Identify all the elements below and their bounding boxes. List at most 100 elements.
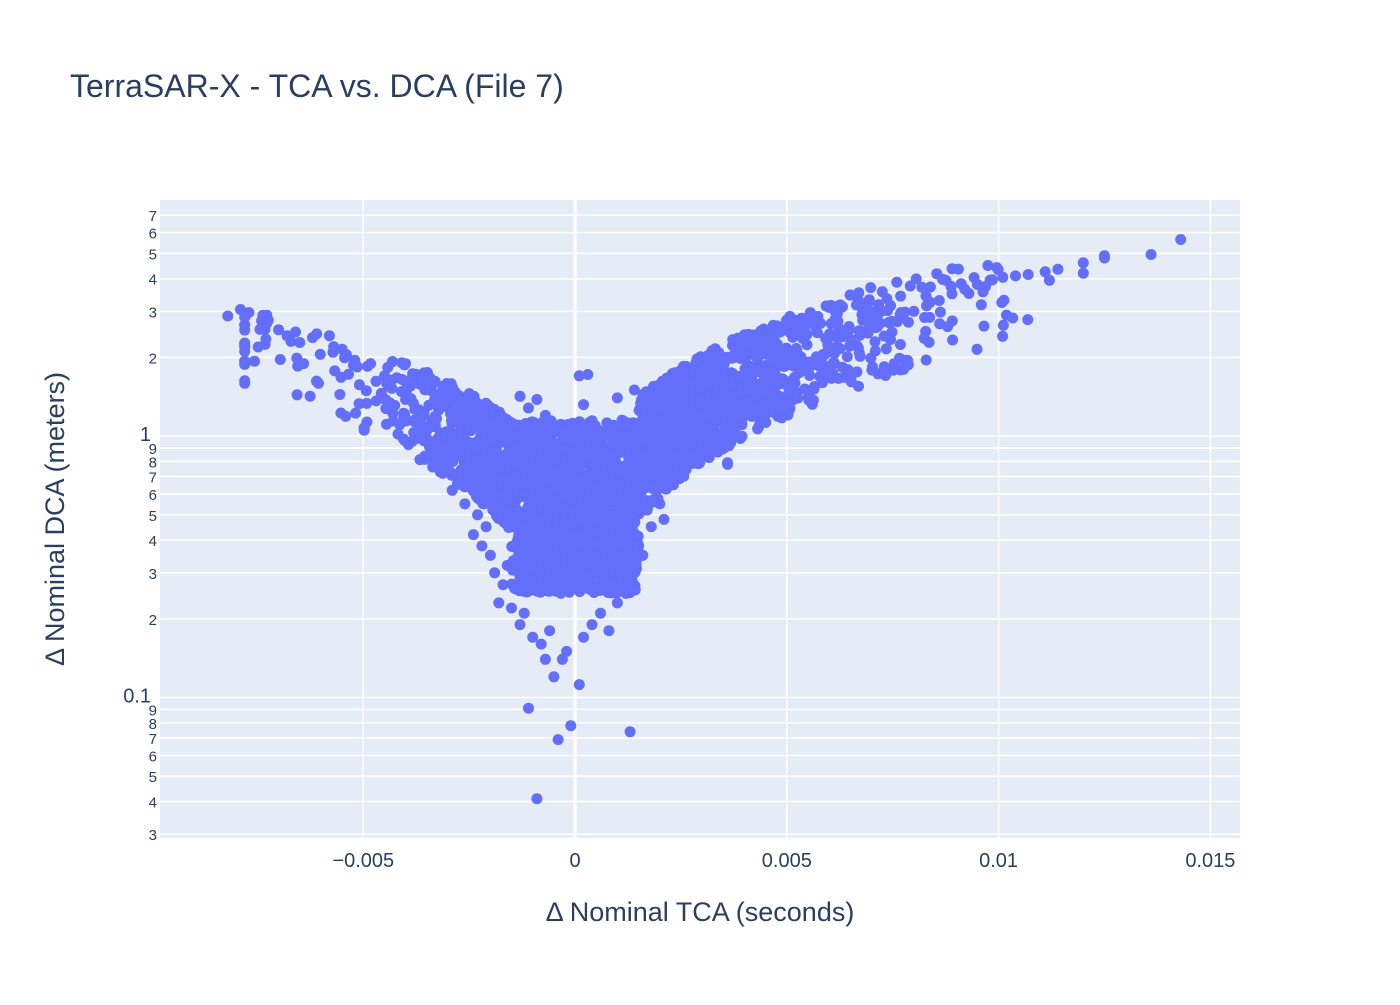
data-point [493, 597, 505, 609]
data-point [1007, 312, 1019, 324]
data-point [975, 299, 987, 311]
data-point [634, 459, 646, 471]
data-point [825, 363, 837, 375]
data-point [623, 586, 634, 598]
data-point [603, 625, 615, 637]
data-point [902, 316, 914, 328]
data-point [398, 433, 409, 445]
data-point [600, 426, 612, 437]
data-point [479, 419, 491, 431]
data-point [552, 734, 564, 746]
data-point [622, 529, 634, 541]
data-point [500, 516, 512, 528]
data-point [507, 540, 519, 552]
data-point [343, 368, 354, 380]
data-point [529, 501, 541, 513]
data-point [844, 289, 856, 301]
y-minor-tick-label: 7 [149, 208, 157, 225]
data-point [546, 519, 558, 531]
data-point [736, 430, 748, 442]
data-point [665, 430, 677, 442]
data-point [545, 415, 557, 427]
data-point [360, 385, 372, 397]
data-point [865, 282, 877, 294]
data-point [603, 449, 615, 461]
data-point [769, 394, 781, 406]
data-point [573, 472, 585, 484]
data-point [663, 402, 675, 414]
data-point [586, 619, 598, 631]
data-point [595, 607, 606, 619]
data-point [291, 389, 303, 401]
data-point [924, 281, 936, 293]
data-point [589, 516, 601, 528]
data-point [647, 446, 659, 458]
data-point [803, 388, 815, 400]
data-point [540, 584, 551, 596]
data-point [417, 420, 429, 432]
data-point [885, 300, 897, 312]
data-point [537, 547, 549, 559]
data-point [549, 572, 561, 584]
data-point [726, 352, 738, 364]
y-minor-tick-label: 6 [149, 226, 157, 243]
data-point [871, 321, 883, 333]
data-point [561, 645, 573, 657]
data-point [574, 576, 585, 588]
data-point [627, 491, 639, 503]
data-point [617, 421, 629, 432]
data-point [457, 430, 469, 442]
data-point [674, 437, 685, 449]
data-point [586, 487, 598, 499]
data-point [467, 485, 479, 497]
data-point [484, 405, 496, 417]
data-point [389, 400, 401, 411]
data-point [996, 297, 1008, 308]
plot-background [160, 200, 1240, 838]
data-point [531, 394, 543, 405]
data-point [668, 449, 679, 461]
data-point [697, 423, 709, 435]
data-point [675, 370, 686, 382]
data-point [541, 498, 553, 510]
data-point [380, 403, 392, 415]
data-point [1145, 249, 1157, 260]
data-point [443, 395, 455, 407]
data-point [514, 390, 526, 402]
data-point [454, 450, 466, 462]
data-point [375, 387, 387, 399]
data-point [518, 522, 530, 534]
data-point [551, 501, 563, 513]
data-point [642, 496, 654, 507]
data-point [635, 419, 647, 431]
data-point [506, 447, 518, 459]
data-point [558, 525, 569, 537]
data-point [894, 309, 906, 320]
data-point [489, 457, 501, 469]
data-point [523, 402, 534, 414]
data-point [866, 364, 878, 376]
data-point [456, 394, 468, 405]
data-point [678, 360, 689, 372]
data-point [611, 392, 623, 404]
data-point [420, 452, 432, 464]
data-point [578, 399, 589, 411]
data-point [1022, 314, 1034, 326]
data-point [249, 355, 260, 367]
data-point [637, 479, 649, 491]
data-point [495, 474, 507, 486]
data-point [757, 333, 769, 345]
data-point [291, 352, 303, 364]
data-point [1043, 274, 1055, 286]
data-point [545, 554, 556, 565]
x-axis-label: Δ Nominal TCA (seconds) [546, 897, 855, 927]
x-tick-label: −0.005 [332, 850, 394, 872]
data-point [891, 276, 903, 288]
y-minor-tick-label: 3 [149, 566, 157, 583]
data-point [239, 311, 251, 323]
data-point [484, 549, 496, 561]
y-minor-tick-label: 5 [149, 246, 157, 263]
data-point [576, 527, 588, 539]
data-point [563, 490, 575, 502]
